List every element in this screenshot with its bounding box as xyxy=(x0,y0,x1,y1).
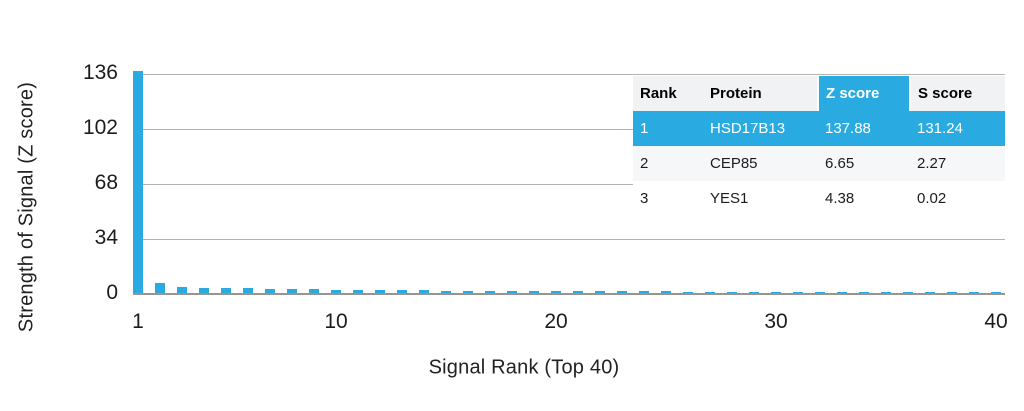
y-tick-label: 0 xyxy=(106,281,118,304)
bar-rank-15 xyxy=(441,291,451,294)
bar-rank-2 xyxy=(155,283,165,294)
x-tick-label: 40 xyxy=(984,310,1008,333)
bar-rank-20 xyxy=(551,291,561,294)
gridline-y68 xyxy=(133,184,1005,185)
cell-protein: HSD17B13 xyxy=(703,111,818,146)
protein-ranking-table: Rank Protein Z score S score 1 HSD17B13 13… xyxy=(633,76,1005,216)
cell-s-score: 131.24 xyxy=(910,111,1005,146)
cell-rank: 1 xyxy=(633,111,703,146)
bar-rank-13 xyxy=(397,290,407,294)
bar-rank-11 xyxy=(353,290,363,294)
gridline-y136 xyxy=(133,74,1005,75)
x-tick-label: 10 xyxy=(324,310,348,333)
table-row-1: 1 HSD17B13 137.88 131.24 xyxy=(633,111,1005,146)
cell-z-score: 6.65 xyxy=(818,146,910,181)
bar-rank-9 xyxy=(309,289,319,294)
bar-rank-21 xyxy=(573,291,583,294)
table-header: Rank Protein Z score S score xyxy=(633,76,1005,111)
bar-rank-10 xyxy=(331,290,341,294)
column-header-sscore: S score xyxy=(910,76,1005,111)
x-axis-line xyxy=(133,293,1005,295)
y-tick-label: 136 xyxy=(82,61,118,84)
cell-protein: YES1 xyxy=(703,181,818,216)
gridline-y34 xyxy=(133,239,1005,240)
cell-rank: 2 xyxy=(633,146,703,181)
cell-s-score: 2.27 xyxy=(910,146,1005,181)
cell-z-score: 4.38 xyxy=(818,181,910,216)
y-tick-label: 68 xyxy=(94,171,118,194)
x-axis-title: Signal Rank (Top 40) xyxy=(428,356,620,379)
cell-s-score: 0.02 xyxy=(910,181,1005,216)
bar-rank-16 xyxy=(463,291,473,294)
x-tick-label: 20 xyxy=(544,310,568,333)
bar-rank-5 xyxy=(221,288,231,294)
table-row-2: 2 CEP85 6.65 2.27 xyxy=(633,146,1005,181)
bar-rank-4 xyxy=(199,288,209,294)
bar-rank-25 xyxy=(661,291,671,294)
cell-protein: CEP85 xyxy=(703,146,818,181)
bar-rank-18 xyxy=(507,291,517,294)
x-tick-label: 1 xyxy=(132,310,144,333)
bar-rank-19 xyxy=(529,291,539,294)
x-tick-label: 30 xyxy=(764,310,788,333)
cell-z-score: 137.88 xyxy=(818,111,910,146)
y-axis-title: Strength of Signal (Z score) xyxy=(15,81,38,333)
cell-rank: 3 xyxy=(633,181,703,216)
table-body: 1 HSD17B13 137.88 131.24 2 CEP85 6.65 2.27 3 YES1… xyxy=(633,111,1005,216)
gridline-y102 xyxy=(133,129,1005,130)
bar-rank-14 xyxy=(419,290,429,294)
bar-rank-22 xyxy=(595,291,605,294)
bar-rank-6 xyxy=(243,288,253,294)
y-tick-label: 102 xyxy=(82,116,118,139)
table-row-3: 3 YES1 4.38 0.02 xyxy=(633,181,1005,216)
bar-rank-1 xyxy=(133,71,143,294)
y-tick-label: 34 xyxy=(94,226,118,249)
column-header-rank: Rank xyxy=(633,76,703,111)
column-header-protein: Protein xyxy=(703,76,818,111)
bar-rank-12 xyxy=(375,290,385,294)
bar-rank-23 xyxy=(617,291,627,294)
bar-rank-3 xyxy=(177,287,187,294)
column-header-zscore: Z score xyxy=(817,76,911,111)
bar-rank-8 xyxy=(287,289,297,294)
bar-rank-24 xyxy=(639,291,649,294)
bar-rank-7 xyxy=(265,289,275,294)
bar-rank-17 xyxy=(485,291,495,294)
